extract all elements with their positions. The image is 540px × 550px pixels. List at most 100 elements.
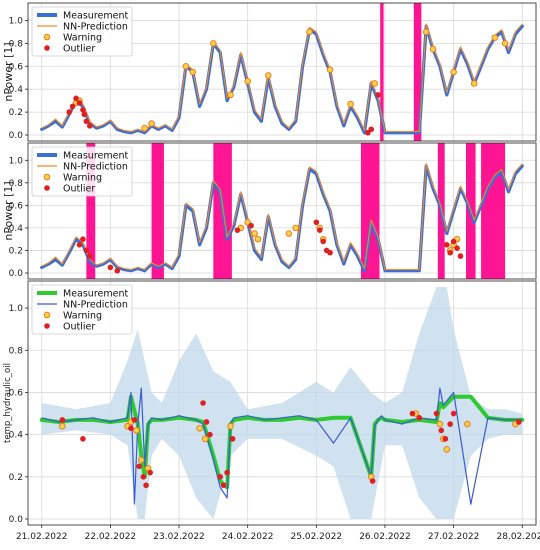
x-tick-label: 23.02.2022 [153,532,205,542]
warning-point [501,40,509,47]
plot-content [28,143,536,279]
outlier-point [83,247,90,254]
warning-point [347,100,354,108]
outlier-point [66,109,72,115]
warning-point [491,34,499,41]
warning-point [450,68,457,76]
x-tick-label: 22.02.2022 [85,532,137,542]
highlight-interval [481,143,506,279]
legend-label: Measurement [63,288,128,299]
legend-swatch-outlier [44,185,50,191]
outlier-point [200,400,206,406]
outlier-point [128,425,134,432]
y-axis-label: nPower [1] [2,42,15,101]
outlier-point [368,126,375,133]
confidence-band [41,287,523,519]
y-tick-label: 0.8 [9,346,24,356]
warning-point [443,446,451,453]
legend-label: Outlier [63,321,95,332]
outlier-point [443,242,450,248]
outlier-point [140,474,147,480]
warning-point [371,80,378,87]
outlier-point [248,222,254,229]
legend-label: Warning [63,32,102,43]
warning-point [470,80,478,87]
legend-label: NN-Prediction [63,161,128,172]
warning-point [251,230,258,237]
outlier-point [447,421,453,427]
chart-panel-3: 0.0 0.2 0.4 0.6 0.8 1.0 temp_hydraulic_oil 21.0… [3,280,540,542]
y-tick-label: 0.8 [9,179,24,189]
outlier-point [107,264,114,271]
warning-point [148,120,155,127]
y-tick-label: 1.0 [9,16,24,26]
warning-point [464,420,471,428]
warning-point [285,230,293,237]
outlier-point [327,249,333,256]
plot-frame [27,142,537,280]
outlier-point [80,436,86,442]
legend-label: Outlier [63,43,95,54]
outlier-point [80,107,86,113]
outlier-point [73,95,79,102]
legend-label: Warning [63,172,102,183]
warning-point [210,40,217,47]
outlier-point [450,410,457,417]
warning-point [141,124,149,132]
warning-point [244,218,251,226]
outlier-point [207,431,213,438]
outlier-point [229,436,236,442]
outlier-point [447,249,453,256]
warning-point [264,72,272,79]
warning-point [326,66,334,74]
outlier-point [365,129,371,136]
y-tick-label: 0.8 [9,39,24,49]
legend-label: Measurement [63,150,128,161]
outlier-point [203,419,210,425]
warning-point [292,224,300,232]
y-tick-label: 0.2 [9,473,23,483]
y-tick-label: 0.0 [9,269,24,279]
warning-point [429,45,437,53]
y-tick-label: 0.0 [9,131,24,141]
warning-point [137,456,145,464]
highlight-interval [86,143,96,279]
outlier-point [220,482,227,489]
legend-swatch-warning [43,173,51,181]
highlight-interval [413,3,422,141]
outlier-point [320,238,326,245]
y-axis-label: nPower [1] [2,181,15,240]
outlier-point [69,103,76,110]
chart-panel-2: 0.0 0.2 0.4 0.6 0.8 1.0 nPower [1] MeasurementN… [2,142,537,280]
legend-label: Warning [63,310,102,321]
outlier-point [81,111,88,118]
x-tick-label: 25.02.2022 [291,532,343,542]
highlight-interval [380,3,384,141]
warning-point [422,28,430,36]
outlier-point [234,227,241,233]
x-tick-label: 26.02.2022 [359,532,411,542]
outlier-point [316,227,323,233]
legend-label: NN-Prediction [63,299,128,310]
warning-point [436,420,444,428]
plot-content [28,281,536,525]
outlier-point [76,242,83,248]
outlier-point [86,123,93,129]
x-tick-label: 21.02.2022 [16,532,68,542]
outlier-point [86,253,93,259]
y-tick-label: 0.6 [9,388,24,398]
x-tick-label: 28.02.2022 [497,532,540,542]
outlier-point [147,469,153,476]
outlier-point [76,100,83,106]
outlier-point [433,410,440,417]
y-tick-label: 0.2 [9,246,23,256]
warning-point [227,91,234,99]
outlier-point [224,469,230,476]
outlier-point [59,417,66,423]
y-axis-label: temp_hydraulic_oil [3,363,13,443]
legend-box [31,6,133,57]
outlier-point [131,417,138,423]
outlier-point [80,236,86,242]
